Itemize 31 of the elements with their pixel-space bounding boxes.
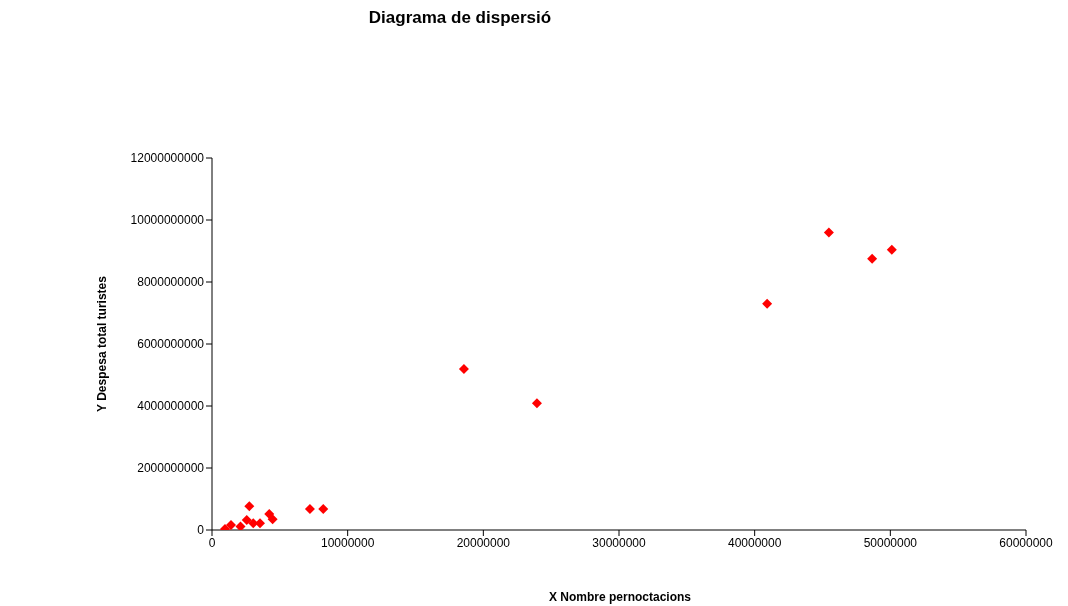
y-tick-label: 2000000000 <box>137 461 205 476</box>
y-tick-label: 8000000000 <box>137 275 205 290</box>
point <box>886 244 897 255</box>
y-axis-title: Y Despesa total turistes <box>95 275 110 412</box>
x-axis-title: X Nombre pernoctacions <box>548 590 692 604</box>
point <box>531 398 542 409</box>
y-tick-label: 6000000000 <box>137 337 205 352</box>
point <box>241 515 252 526</box>
point <box>255 518 266 529</box>
y-tick-label: 4000000000 <box>137 399 205 414</box>
x-tick-label: 0 <box>208 535 216 550</box>
point <box>235 521 246 530</box>
point <box>823 227 834 238</box>
x-tick-label: 50000000 <box>863 535 918 550</box>
point <box>458 364 469 375</box>
point <box>867 253 878 264</box>
point <box>244 501 255 512</box>
x-tick-label: 30000000 <box>592 535 647 550</box>
point <box>267 514 278 525</box>
point <box>762 298 773 309</box>
x-tick-label: 60000000 <box>999 535 1054 550</box>
x-tick-label: 20000000 <box>456 535 511 550</box>
y-tick-label: 0 <box>197 523 205 538</box>
point <box>225 520 236 530</box>
y-tick-label: 10000000000 <box>130 213 205 228</box>
x-tick-label: 10000000 <box>320 535 375 550</box>
point <box>304 503 315 514</box>
point <box>318 503 329 514</box>
x-tick-label: 40000000 <box>727 535 782 550</box>
chart-title: Diagrama de dispersió <box>367 8 553 28</box>
y-tick-label: 12000000000 <box>130 151 205 166</box>
